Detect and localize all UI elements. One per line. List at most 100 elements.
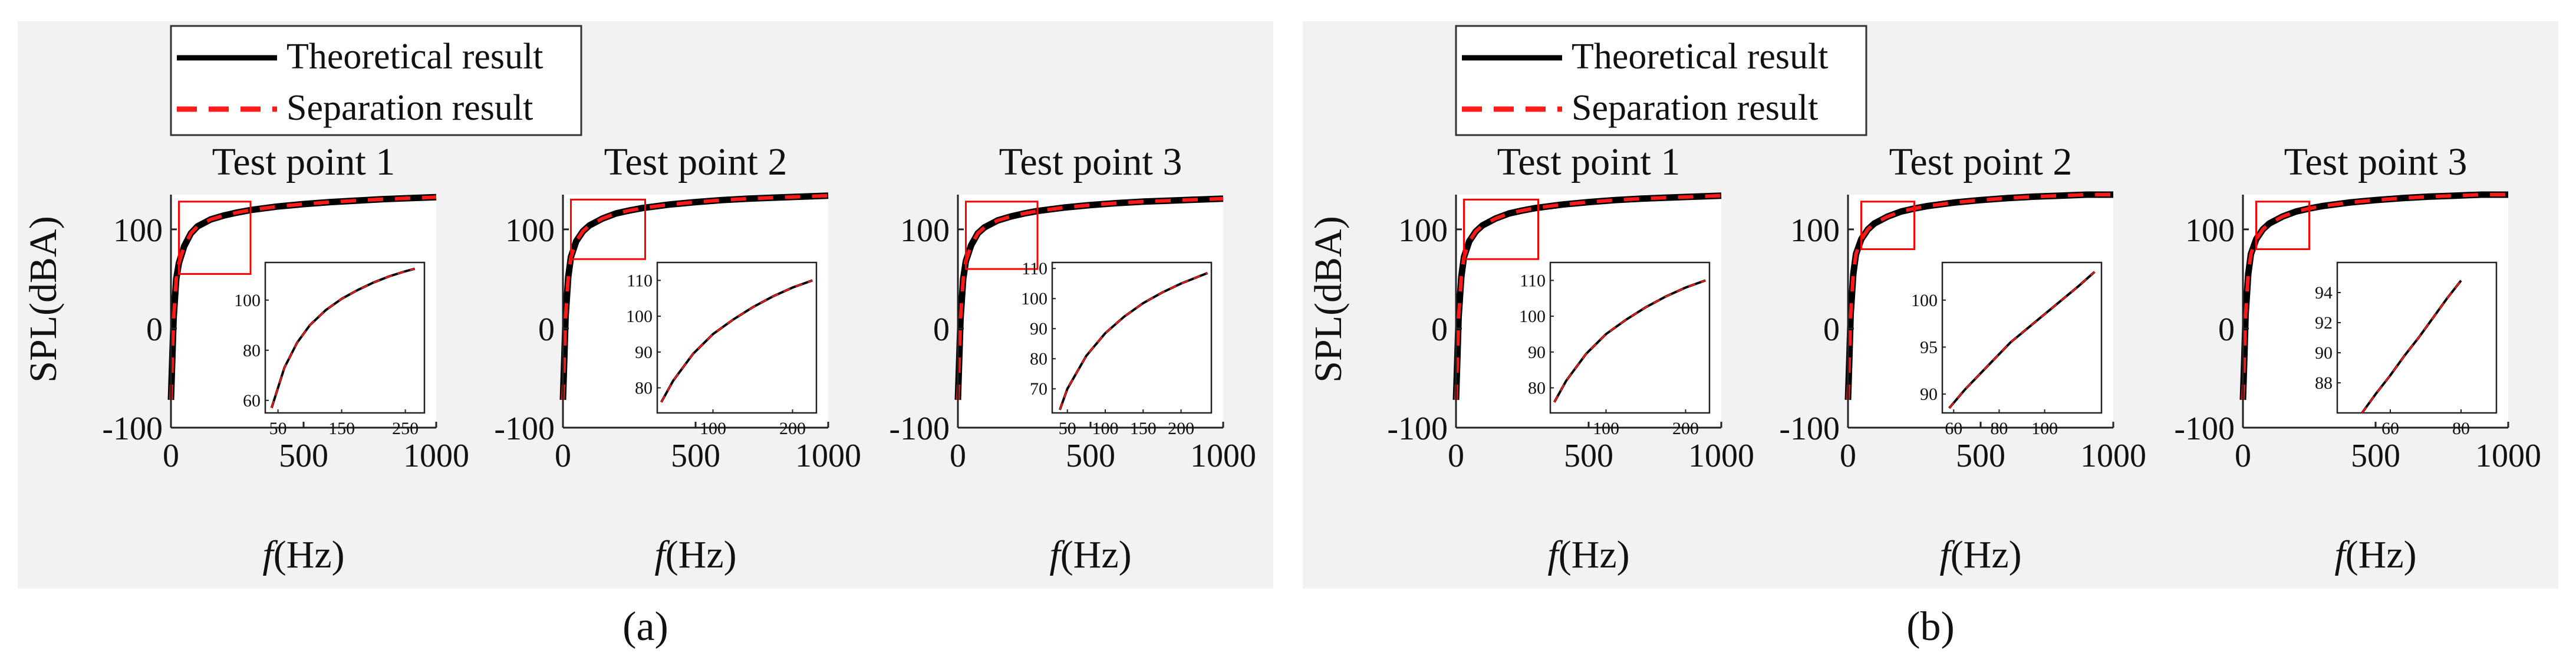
x-axis-label: f(Hz)	[1049, 533, 1131, 576]
zoom-box	[1463, 198, 1539, 260]
caption-b: (b)	[1906, 604, 1955, 649]
y-tick-label: -100	[102, 411, 163, 447]
x-tick-label: 0	[1448, 438, 1464, 474]
x-axis-label: f(Hz)	[262, 533, 344, 576]
legend-a-separation-label: Separation result	[286, 88, 533, 128]
inset-x-tick-label: 100	[1092, 419, 1119, 438]
inset-plot: 100 200 80 90 100 110	[626, 261, 818, 438]
inset-y-tick-label: 90	[1528, 343, 1546, 362]
theoretical-result-line	[1844, 191, 2113, 401]
y-tick-label: 0	[1823, 311, 1840, 348]
x-tick-label: 1000	[2080, 438, 2146, 474]
panel-b-subplot-1: Test point 10 500 1000-1000100f(Hz)SPL(dBA…	[1307, 140, 1754, 576]
inset-y-tick-label: 100	[234, 291, 261, 310]
x-axis-label: f(Hz)	[1939, 533, 2021, 576]
x-tick-label: 1000	[1688, 438, 1754, 474]
inset-frame	[656, 261, 818, 414]
legend-a-box	[170, 25, 582, 136]
y-axis-label: SPL(dBA)	[22, 216, 65, 382]
inset-plot: 50 100 150 200 70 80 90 100 110	[1021, 259, 1213, 438]
inset-y-tick-label: 90	[2315, 343, 2333, 363]
inset-y-tick-label: 92	[2315, 313, 2333, 333]
inset-y-tick-label: 80	[1030, 349, 1047, 369]
zoom-box	[2255, 201, 2310, 250]
legend-a-theoretical-label: Theoretical result	[286, 37, 543, 77]
x-tick-label: 0	[1840, 438, 1856, 474]
inset-x-tick-label: 50	[1059, 419, 1076, 438]
inset-y-tick-label: 110	[627, 271, 653, 290]
y-tick-label: 0	[146, 311, 163, 348]
separation-result-line	[561, 193, 829, 400]
inset-x-tick-label: 100	[2031, 419, 2058, 438]
legend-a: Theoretical result Separation result	[170, 25, 582, 136]
x-tick-label: 500	[1956, 438, 2005, 474]
y-tick-label: 100	[1790, 212, 1840, 249]
theoretical-result-line	[2239, 191, 2508, 401]
x-axis-label: f(Hz)	[2334, 533, 2416, 576]
inset-separation-line	[1059, 272, 1208, 411]
zoom-box	[965, 201, 1039, 270]
inset-plot: 50 150 250 60 80 100	[234, 261, 426, 438]
inset-y-tick-label: 90	[1030, 319, 1047, 339]
inset-separation-line	[1948, 271, 2096, 409]
x-tick-label: 500	[2351, 438, 2400, 474]
y-tick-label: -100	[2174, 411, 2235, 447]
subplot-title: Test point 2	[1889, 140, 2073, 183]
panel-a-subplot-1: Test point 10 500 1000-1000100f(Hz)SPL(dBA…	[22, 140, 469, 576]
legend-b-separation-label: Separation result	[1572, 88, 1818, 128]
panel-a-plots: Test point 10 500 1000-1000100f(Hz)SPL(dBA…	[22, 140, 1256, 576]
inset-y-tick-label: 94	[2315, 283, 2333, 303]
legend-b: Theoretical result Separation result	[1455, 25, 1867, 136]
inset-frame	[264, 261, 426, 414]
inset-separation-line	[660, 280, 813, 403]
x-tick-label: 0	[2235, 438, 2251, 474]
inset-y-tick-label: 88	[2315, 373, 2333, 393]
legend-b-theoretical-label: Theoretical result	[1572, 37, 1829, 77]
x-tick-label: 0	[163, 438, 179, 474]
inset-y-tick-label: 100	[1911, 291, 1938, 310]
plots: Test point 10 500 1000-1000100f(Hz)SPL(dBA…	[22, 140, 2541, 576]
x-tick-label: 500	[671, 438, 720, 474]
y-tick-label: -100	[494, 411, 555, 447]
y-tick-label: 0	[2218, 311, 2235, 348]
y-tick-label: -100	[1779, 411, 1840, 447]
x-axis-label: f(Hz)	[1547, 533, 1629, 576]
x-tick-label: 1000	[2475, 438, 2541, 474]
inset-y-tick-label: 70	[1030, 379, 1047, 399]
x-axis-label: f(Hz)	[654, 533, 736, 576]
inset-x-tick-label: 200	[1168, 419, 1194, 438]
y-tick-label: 100	[1398, 212, 1448, 249]
inset-separation-line	[2361, 280, 2462, 413]
inset-y-tick-label: 110	[1520, 271, 1546, 290]
inset-plot: 60 80 88 90 92 94	[2315, 261, 2498, 438]
zoom-box	[178, 201, 252, 275]
inset-frame	[1549, 261, 1711, 414]
inset-x-tick-label: 80	[1990, 419, 2008, 438]
inset-y-tick-label: 80	[635, 379, 653, 398]
y-tick-label: -100	[889, 411, 950, 447]
inset-x-tick-label: 250	[392, 419, 419, 438]
y-tick-label: 100	[505, 212, 555, 249]
caption-a: (a)	[622, 604, 668, 649]
x-tick-label: 500	[1066, 438, 1115, 474]
x-tick-label: 1000	[1190, 438, 1256, 474]
subplot-title: Test point 2	[604, 140, 788, 183]
y-tick-label: 0	[538, 311, 555, 348]
subplot-title: Test point 3	[999, 140, 1182, 183]
inset-y-tick-label: 80	[1528, 379, 1546, 398]
y-tick-label: 100	[113, 212, 163, 249]
inset-x-tick-label: 200	[1672, 419, 1699, 438]
inset-y-tick-label: 100	[1021, 289, 1047, 308]
x-tick-label: 1000	[403, 438, 469, 474]
separation-result-line	[956, 196, 1224, 400]
separation-result-line	[169, 195, 437, 400]
inset-x-tick-label: 150	[1130, 419, 1157, 438]
inset-y-tick-label: 95	[1920, 337, 1938, 357]
inset-y-tick-label: 90	[635, 343, 653, 362]
inset-separation-line	[1553, 280, 1706, 403]
